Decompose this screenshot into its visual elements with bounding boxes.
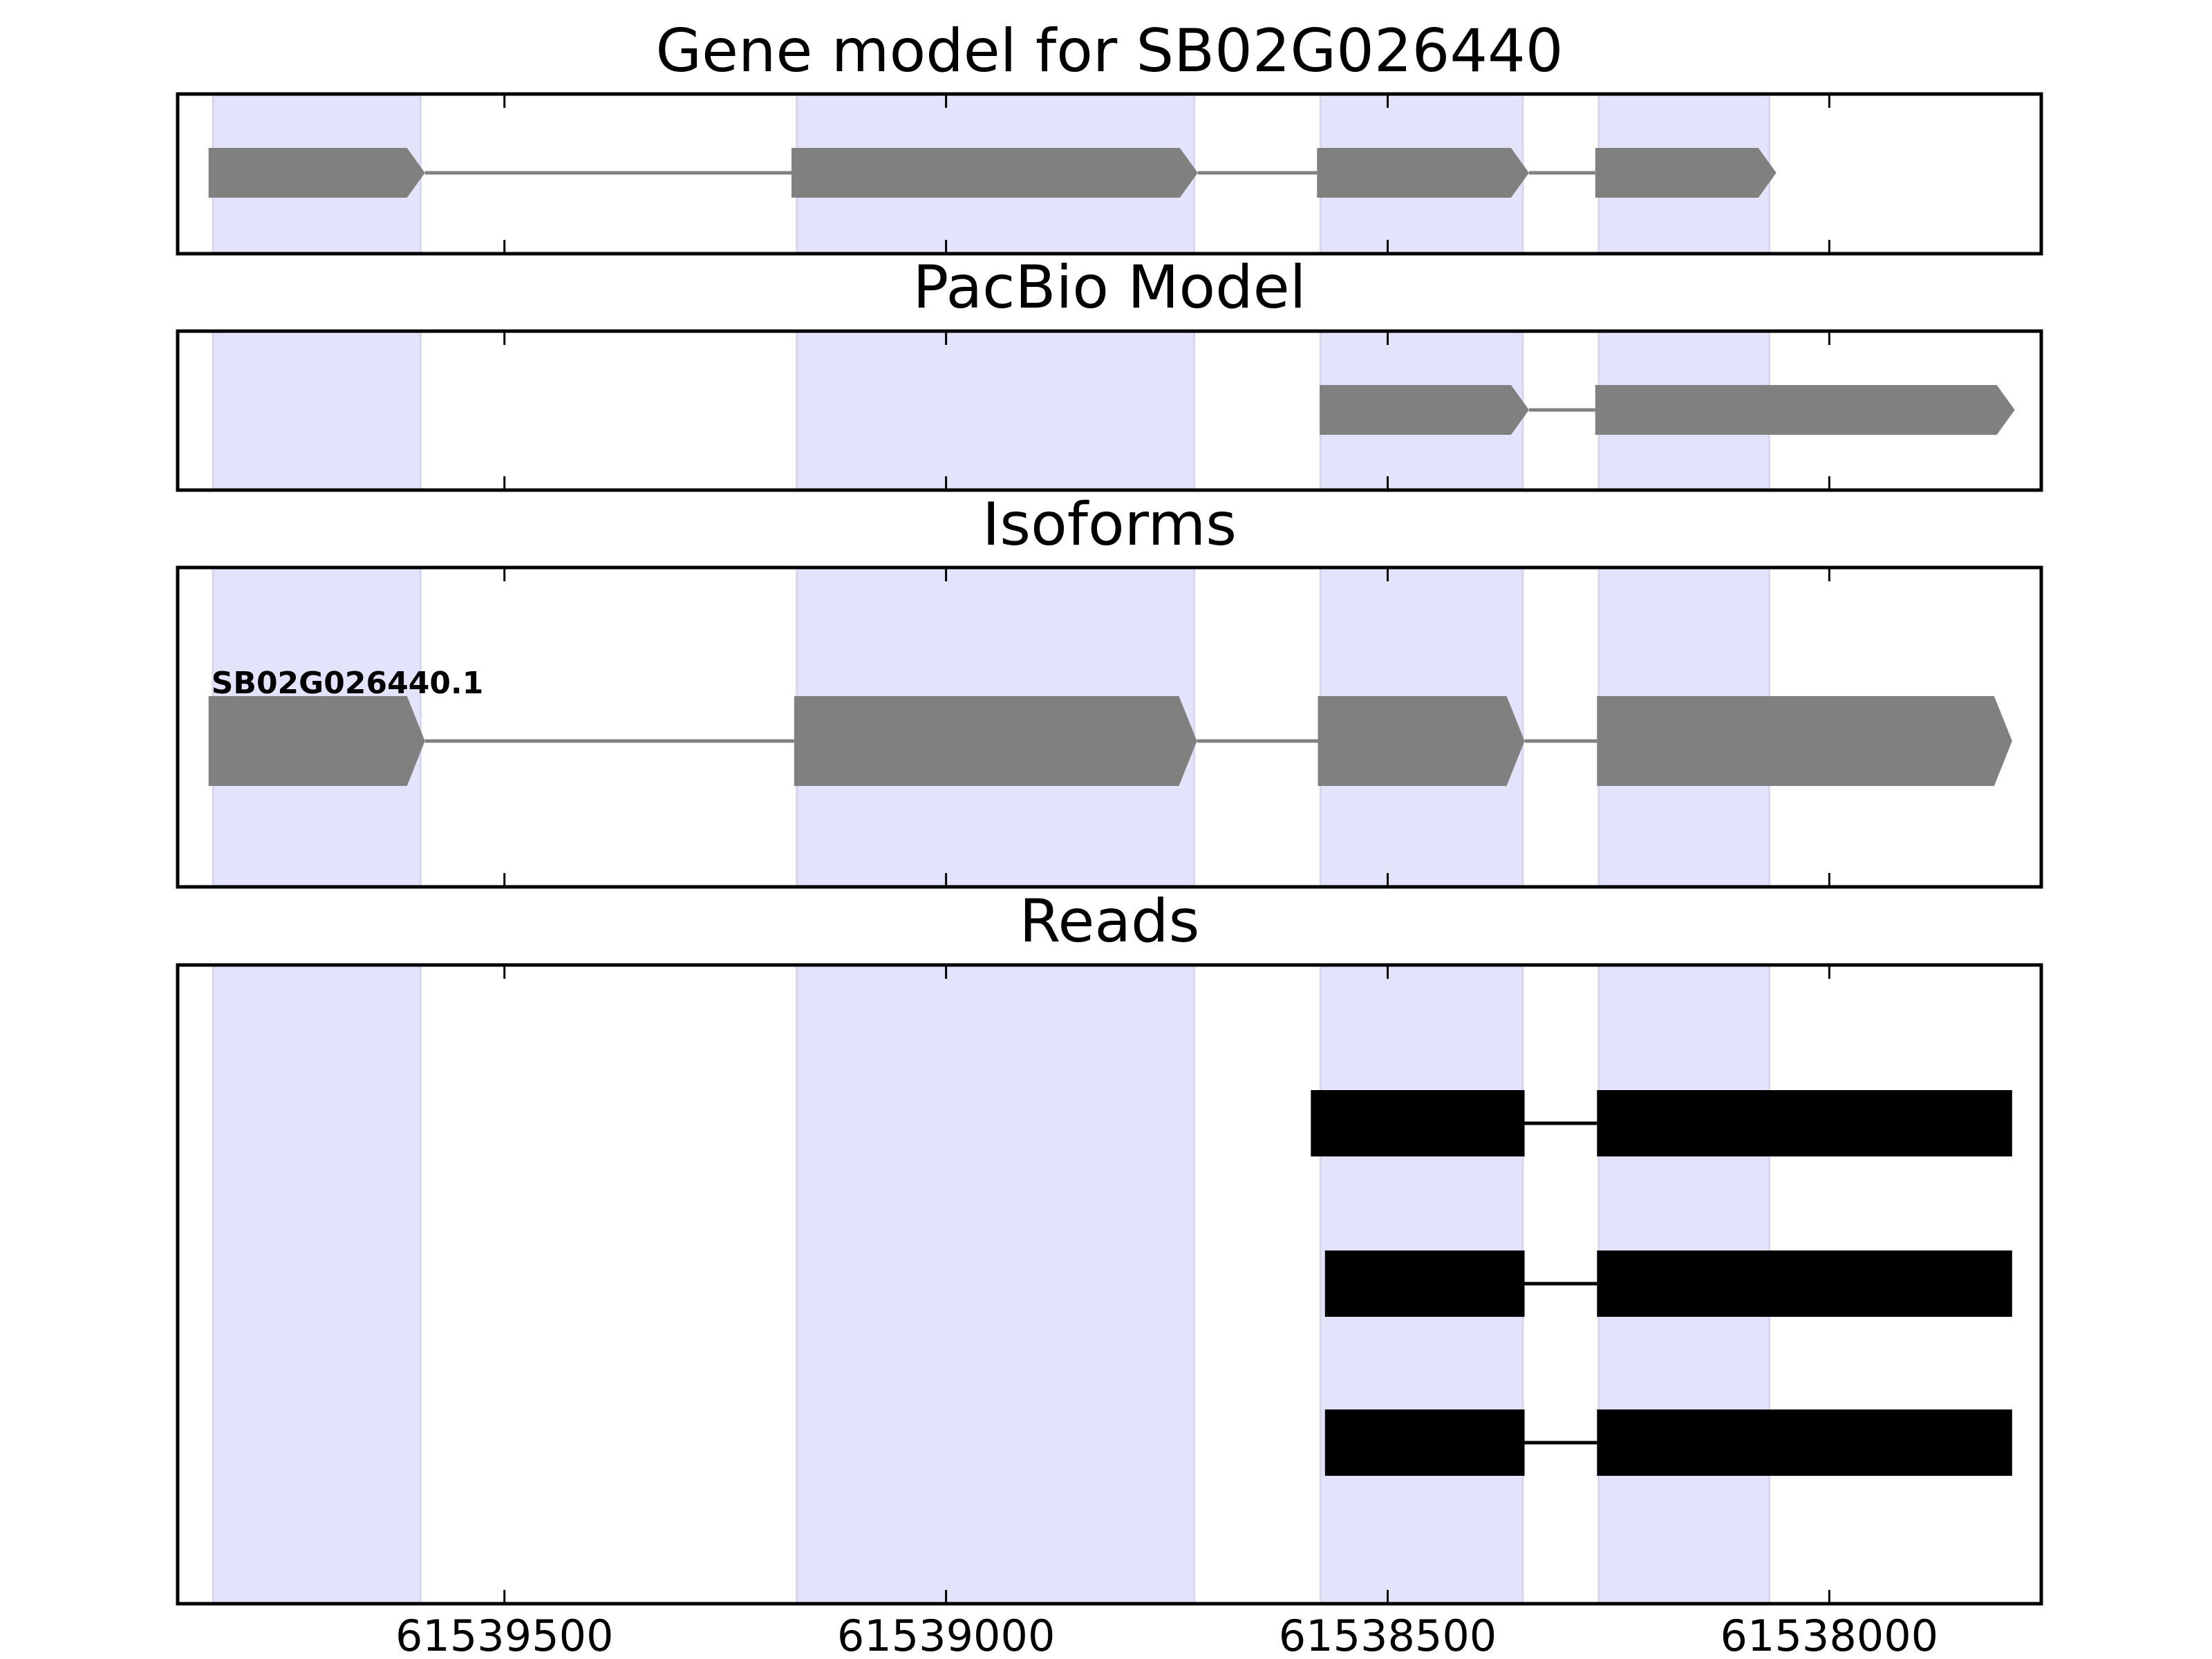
panel-pacbio: PacBio Model — [176, 253, 2043, 492]
x-tick-label: 61538500 — [1279, 1611, 1497, 1659]
panel-frame — [176, 329, 2043, 492]
exon-arrow — [1317, 148, 1529, 198]
panel-frame — [176, 565, 2043, 889]
highlight-band — [796, 964, 1196, 1605]
read-block — [1311, 1090, 1525, 1156]
read-row — [1324, 1250, 2012, 1317]
exon-arrow — [1595, 148, 1777, 198]
highlight-band — [796, 330, 1196, 491]
panels-group: Gene model for SB02G026440 PacBio Model SB… — [176, 17, 2043, 1606]
isoform-label: SB02G026440.1 — [212, 666, 484, 701]
panel-title: Reads — [1020, 887, 1200, 956]
model-row — [208, 148, 1777, 198]
x-tick-label: 61539500 — [395, 1611, 614, 1659]
panel-frame — [176, 963, 2043, 1606]
read-block — [1324, 1250, 1525, 1317]
panel-frame — [176, 92, 2043, 256]
exon-arrow — [208, 148, 425, 198]
panel-title: Gene model for SB02G026440 — [656, 17, 1564, 86]
highlight-band — [212, 330, 422, 491]
panel-title: PacBio Model — [912, 253, 1306, 322]
panel-isoforms: SB02G026440.1 Isoforms — [176, 490, 2043, 889]
read-block — [1597, 1250, 2012, 1317]
read-row — [1324, 1409, 2012, 1476]
exon-arrow — [1318, 696, 1525, 786]
exon-arrow — [208, 696, 425, 786]
x-axis-labels: 61539500 61539000 61538500 61538000 — [395, 1611, 1938, 1659]
panel-title: Isoforms — [982, 490, 1237, 559]
x-tick-label: 61538000 — [1721, 1611, 1939, 1659]
read-block — [1324, 1409, 1525, 1476]
panel-gene_model: Gene model for SB02G026440 — [176, 17, 2043, 256]
exon-arrow — [794, 696, 1197, 786]
x-tick-label: 61539000 — [837, 1611, 1056, 1659]
panel-reads: Reads — [176, 887, 2043, 1606]
exon-arrow — [1597, 696, 2012, 786]
exon-arrow — [791, 148, 1198, 198]
model-row — [1320, 385, 2015, 435]
highlight-band — [212, 964, 422, 1605]
exon-arrow — [1595, 385, 2015, 435]
exon-arrow — [1320, 385, 1529, 435]
model-row: SB02G026440.1 — [208, 666, 2012, 786]
read-row — [1311, 1090, 2012, 1156]
read-block — [1597, 1090, 2012, 1156]
read-block — [1597, 1409, 2012, 1476]
